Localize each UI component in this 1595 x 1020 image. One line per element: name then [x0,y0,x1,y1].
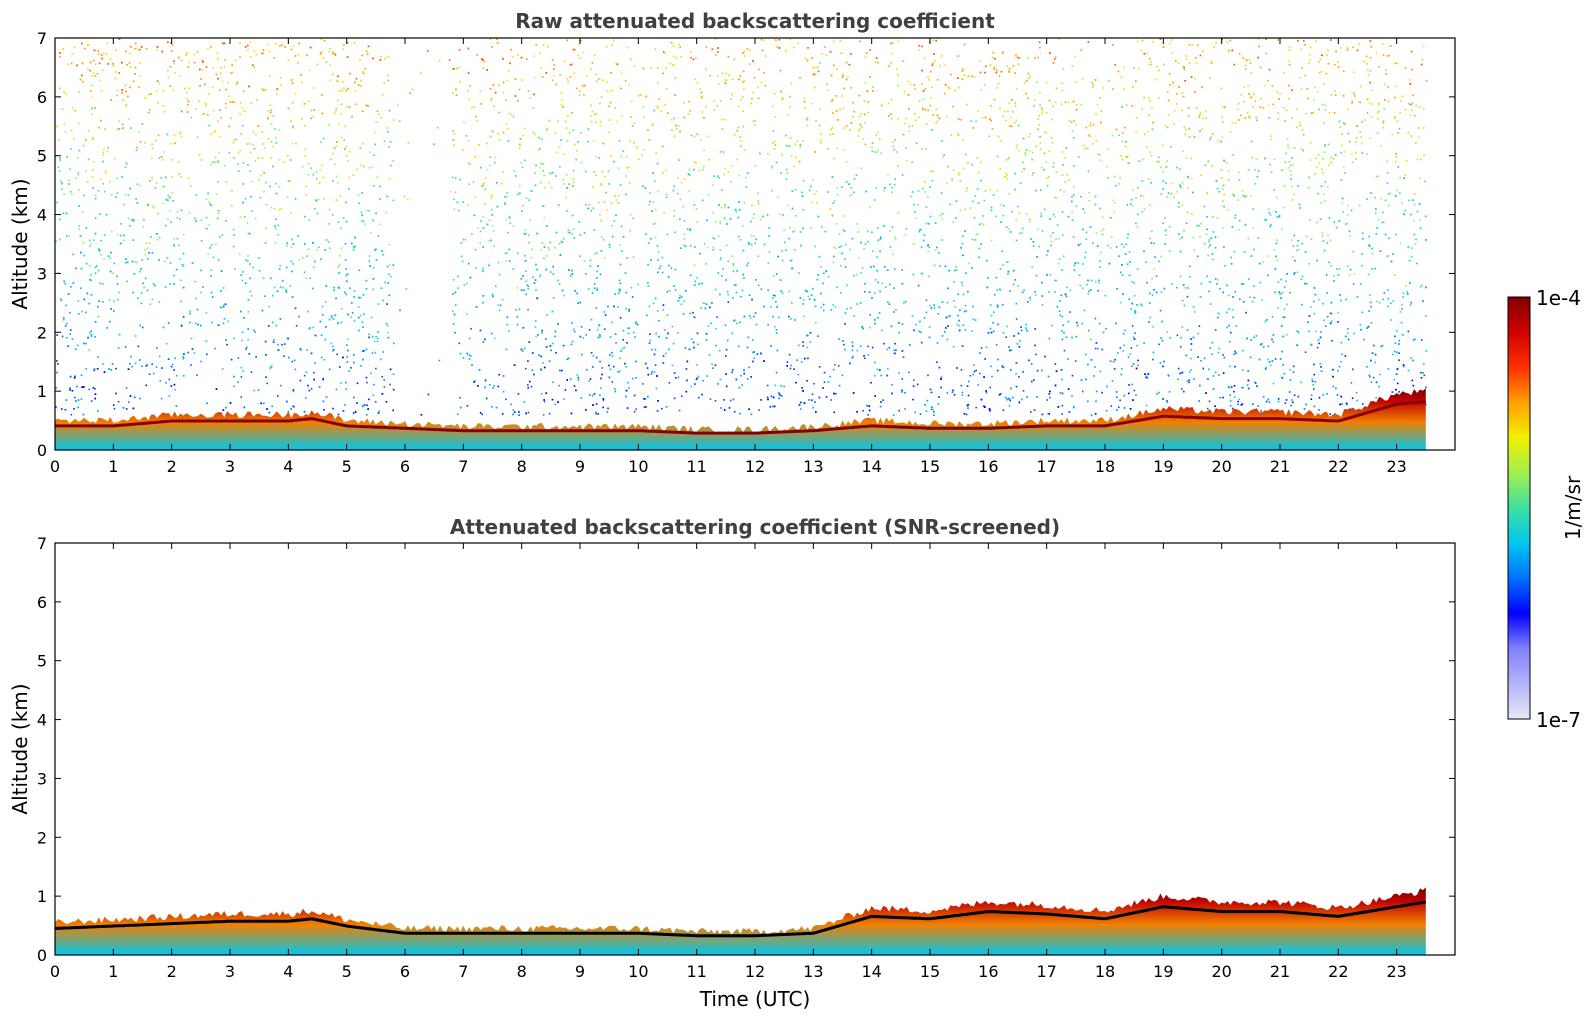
x-tick-label: 1 [108,962,118,981]
plot-frame [54,542,1456,956]
x-tick-label: 13 [803,457,823,476]
x-tick-label: 6 [400,962,410,981]
x-tick-label: 20 [1211,962,1231,981]
x-tick-label: 17 [1036,457,1056,476]
y-axis: 0 1 2 3 4 5 6 7 [37,534,1455,965]
x-tick-label: 1 [108,457,118,476]
x-tick-label: 18 [1095,457,1115,476]
y-tick-label: 2 [37,828,47,847]
x-tick-label: 10 [628,962,648,981]
x-tick-label: 22 [1328,457,1348,476]
x-tick-label: 8 [517,457,527,476]
x-tick-label: 0 [50,962,60,981]
x-tick-label: 16 [978,962,998,981]
y-tick-label: 1 [37,382,47,401]
x-tick-label: 23 [1386,962,1406,981]
x-tick-label: 23 [1386,457,1406,476]
y-tick-label: 6 [37,593,47,612]
boundary-layer-area [55,388,1426,450]
x-tick-label: 15 [920,962,940,981]
x-tick-label: 11 [686,457,706,476]
colorbar-unit-label: 1/m/sr [1561,475,1585,540]
y-tick-label: 3 [37,264,47,283]
x-tick-label: 2 [167,962,177,981]
x-tick-label: 13 [803,962,823,981]
y-tick-label: 7 [37,29,47,48]
boundary-layer-top [55,900,1427,938]
x-tick-label: 17 [1036,962,1056,981]
x-tick-label: 21 [1270,457,1290,476]
x-tick-label: 4 [283,962,293,981]
y-tick-label: 0 [37,441,47,460]
x-tick-label: 5 [342,457,352,476]
y-tick-label: 3 [37,769,47,788]
x-tick-label: 9 [575,962,585,981]
plot-area [55,38,1428,450]
x-tick-label: 5 [342,962,352,981]
x-tick-label: 14 [861,457,881,476]
x-tick-label: 15 [920,457,940,476]
plot-area [55,887,1427,955]
y-tick-label: 6 [37,88,47,107]
x-axis-label: Time (UTC) [699,987,811,1011]
y-axis-label: Altitude (km) [8,178,32,309]
x-tick-label: 8 [517,962,527,981]
chart-title: Raw attenuated backscattering coefficien… [515,9,995,33]
x-tick-label: 20 [1211,457,1231,476]
y-tick-label: 7 [37,534,47,553]
y-tick-label: 1 [37,887,47,906]
x-tick-label: 0 [50,457,60,476]
colorbar-max-label: 1e-4 [1536,286,1581,310]
x-tick-label: 11 [686,962,706,981]
y-axis: 0 1 2 3 4 5 6 7 [37,29,1455,460]
boundary-layer-top [55,400,1426,435]
x-axis: 0 1 2 3 4 5 6 7 8 9 10 11 12 13 14 15 16 17 18 19 20 21 22 23 [50,543,1407,981]
y-tick-label: 5 [37,652,47,671]
raw-backscatter-panel: Raw attenuated backscattering coefficien… [8,9,1456,476]
x-tick-label: 10 [628,457,648,476]
y-tick-label: 4 [37,206,47,225]
x-tick-label: 19 [1153,457,1173,476]
x-tick-label: 7 [458,962,468,981]
x-tick-label: 3 [225,457,235,476]
x-tick-label: 18 [1095,962,1115,981]
x-tick-label: 7 [458,457,468,476]
chart-title: Attenuated backscattering coefficient (S… [450,515,1060,539]
colorbar-gradient [1507,296,1531,720]
y-axis-label: Altitude (km) [8,683,32,814]
x-tick-label: 22 [1328,962,1348,981]
y-tick-label: 2 [37,323,47,342]
x-axis: 0 1 2 3 4 5 6 7 8 9 10 11 12 13 14 15 16 17 18 19 20 21 22 23 [50,38,1407,476]
x-tick-label: 12 [745,962,765,981]
colorbar: 1e-4 1e-7 1/m/sr [1507,286,1585,732]
x-tick-label: 3 [225,962,235,981]
y-tick-label: 0 [37,946,47,965]
x-tick-label: 12 [745,457,765,476]
x-tick-label: 6 [400,457,410,476]
x-tick-label: 19 [1153,962,1173,981]
x-tick-label: 4 [283,457,293,476]
x-tick-label: 14 [861,962,881,981]
colorbar-min-label: 1e-7 [1536,708,1581,732]
y-tick-label: 4 [37,711,47,730]
x-tick-label: 9 [575,457,585,476]
y-tick-label: 5 [37,147,47,166]
x-tick-label: 2 [167,457,177,476]
x-tick-label: 21 [1270,962,1290,981]
x-tick-label: 16 [978,457,998,476]
boundary-layer-area [55,887,1426,955]
snr-screened-panel: Attenuated backscattering coefficient (S… [8,515,1456,1011]
